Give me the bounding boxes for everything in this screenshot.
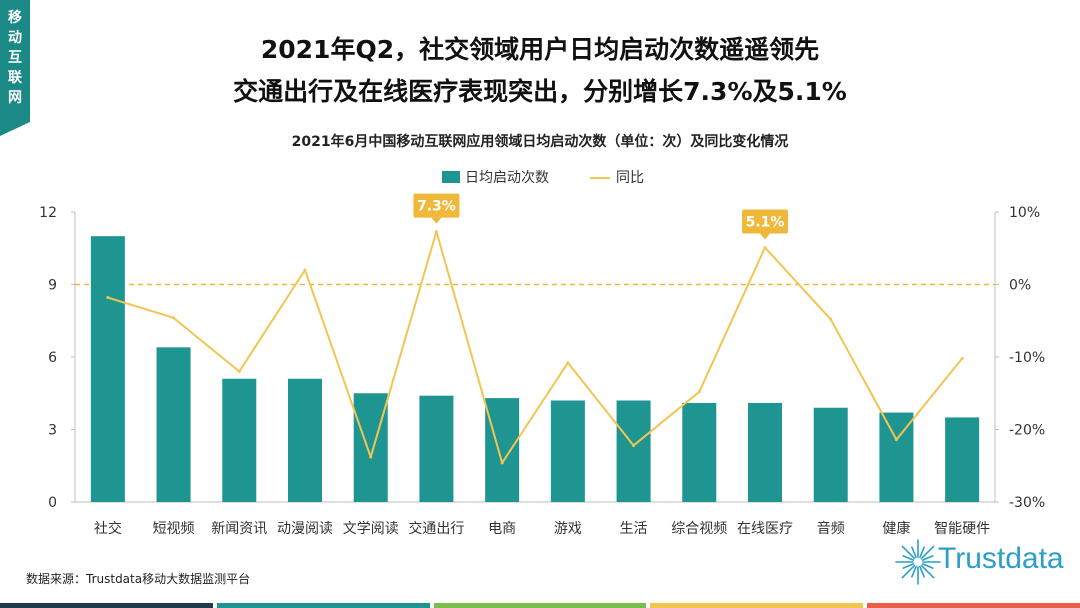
stripe-segment	[650, 603, 864, 608]
callout-label: 5.1%	[746, 215, 785, 231]
category-label: 电商	[488, 521, 516, 537]
category-label: 生活	[620, 521, 648, 537]
left-tick-label: 3	[48, 423, 57, 439]
left-tick-label: 6	[48, 350, 57, 366]
stripe-segment	[433, 603, 647, 608]
bar-健康	[879, 412, 914, 502]
right-tick-label: -30%	[1009, 495, 1045, 511]
yoy-point-游戏	[566, 361, 570, 365]
category-label: 动漫阅读	[277, 520, 333, 537]
callout-pointer	[431, 217, 442, 224]
yoy-point-智能硬件	[960, 356, 964, 360]
trustdata-logo: Trustdata	[890, 532, 1070, 592]
legend-line-label: 同比	[616, 170, 644, 186]
headline-line-1: 2021年Q2，社交领域用户日均启动次数遥遥领先	[260, 35, 820, 64]
bar-交通出行	[419, 395, 454, 502]
bar-动漫阅读	[288, 378, 322, 502]
bar-音频	[813, 407, 848, 502]
yoy-point-电商	[500, 461, 504, 465]
right-tick-label: 10%	[1009, 205, 1040, 221]
callout-box	[742, 209, 788, 234]
bar-电商	[485, 398, 520, 502]
bar-生活	[616, 400, 651, 502]
category-label: 音频	[817, 520, 845, 537]
yoy-point-音频	[829, 317, 833, 321]
corner-tag: 移动互联网	[0, 0, 30, 136]
logo-text: Trustdata	[938, 542, 1064, 575]
right-tick-label: 0%	[1009, 278, 1031, 294]
right-tick-label: -10%	[1009, 350, 1045, 366]
category-label: 交通出行	[408, 520, 464, 537]
legend-bar-label: 日均启动次数	[465, 170, 549, 186]
combo-chart: 0 3 6 9 12 10% 0% -10% -20% -30% 社交 短视频 新闻资讯 动漫阅读 文学阅读…	[39, 170, 1045, 537]
legend-bar-swatch	[442, 171, 460, 183]
yoy-point-生活	[632, 443, 636, 447]
yoy-point-短视频	[172, 316, 176, 320]
data-source: 数据来源：Trustdata移动大数据监测平台	[26, 572, 251, 586]
left-tick-label: 0	[48, 495, 57, 511]
bar-短视频	[156, 347, 191, 502]
bar-综合视频	[682, 402, 717, 502]
bar-智能硬件	[945, 417, 980, 502]
yoy-line	[107, 230, 963, 464]
yoy-point-动漫阅读	[303, 268, 307, 272]
category-label: 游戏	[554, 521, 582, 537]
callout-pointer	[760, 233, 770, 240]
bar-在线医疗	[748, 402, 782, 502]
category-label: 社交	[94, 520, 122, 537]
bottom-stripe	[0, 603, 1080, 608]
headline-line-2: 交通出行及在线医疗表现突出，分别增长7.3%及5.1%	[233, 77, 847, 106]
stripe-segment	[216, 603, 430, 608]
callout-box	[413, 193, 460, 218]
yoy-point-在线医疗	[763, 246, 767, 250]
chart-title: 2021年6月中国移动互联网应用领域日均启动次数（单位：次）及同比变化情况	[291, 134, 789, 150]
yoy-point-新闻资讯	[237, 370, 241, 373]
category-label: 综合视频	[671, 521, 727, 537]
category-label: 文学阅读	[343, 520, 399, 537]
yoy-point-健康	[894, 438, 898, 442]
category-label: 在线医疗	[737, 521, 793, 537]
yoy-point-社交	[106, 296, 110, 300]
left-tick-label: 12	[39, 205, 57, 221]
category-label: 智能硬件	[934, 521, 990, 537]
bar-文学阅读	[353, 393, 388, 502]
yoy-point-综合视频	[697, 390, 701, 394]
bar-社交	[90, 236, 125, 502]
sunburst-icon	[895, 539, 941, 585]
left-tick-label: 9	[48, 278, 57, 294]
bar-游戏	[550, 400, 585, 502]
category-label: 健康	[882, 520, 910, 537]
bar-新闻资讯	[222, 378, 257, 502]
callout-label: 7.3%	[417, 199, 456, 215]
stripe-segment	[0, 603, 213, 608]
corner-tag-label: 移动互联网	[8, 10, 22, 106]
right-tick-label: -20%	[1009, 423, 1045, 439]
category-label: 新闻资讯	[211, 521, 267, 537]
stripe-segment	[867, 603, 1080, 608]
yoy-point-文学阅读	[369, 455, 373, 459]
category-label: 短视频	[153, 521, 195, 537]
yoy-point-交通出行	[434, 230, 438, 234]
